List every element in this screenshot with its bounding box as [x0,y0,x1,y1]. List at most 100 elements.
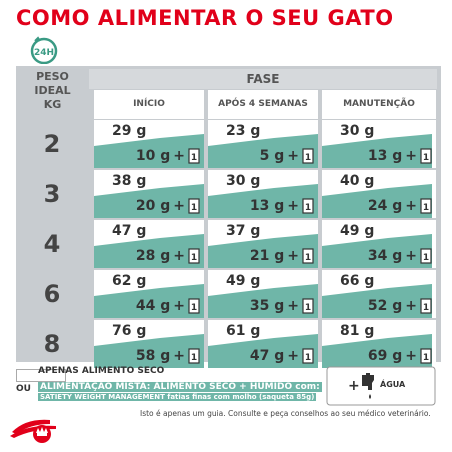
wet-amount: 44 g [135,298,171,314]
mixed-feeding-band [94,334,204,368]
wet-amount: 10 g [135,148,171,164]
weight-kg: 8 [43,330,61,358]
mixed-feeding-band [208,334,318,368]
wet-amount: 35 g [249,298,285,314]
legend-or: OU [16,384,31,394]
mixed-feeding-band [322,184,432,218]
pouch-count: 1 [423,153,429,163]
pouch-count: 1 [423,303,429,313]
column-header-manutencao: MANUTENÇÃO [322,90,436,119]
legend-dry-only: APENAS ALIMENTO SECO [38,366,165,376]
table-cell: 61 g 47 g +1 [208,320,318,368]
plus-sign: + [287,298,299,314]
wet-amount: 13 g [249,198,285,214]
peso-label: PESO [36,70,69,83]
royal-canin-logo [6,414,116,448]
column-header-apos-4-semanas: APÓS 4 SEMANAS [208,90,318,119]
wet-amount: 13 g [367,148,403,164]
dry-amount: 49 g [226,273,261,289]
table-cell: 30 g 13 g +1 [322,120,436,168]
table-cell: 29 g 10 g +1 [94,120,204,168]
phase-header: FASE [89,69,437,89]
mixed-feeding-band [94,184,204,218]
pouch-count: 1 [191,253,197,263]
table-cell: 30 g 13 g +1 [208,170,318,218]
page-title: COMO ALIMENTAR O SEU GATO [16,6,394,30]
dry-amount: 49 g [340,223,375,239]
weight-kg: 4 [43,230,61,258]
pouch-count: 1 [423,353,429,363]
plus-sign: + [173,348,185,364]
dry-amount: 40 g [340,173,375,189]
mixed-feeding-band [94,284,204,318]
dry-amount: 37 g [226,223,261,239]
pouch-icon: 1 [188,298,200,314]
kg-label: KG [43,98,62,111]
pouch-icon: 1 [302,348,314,364]
wet-amount: 34 g [367,248,403,264]
wet-amount: 58 g [135,348,171,364]
wet-amount: 28 g [135,248,171,264]
pouch-icon: 1 [420,298,432,314]
pouch-icon: 1 [188,248,200,264]
pouch-icon: 1 [188,348,200,364]
pouch-count: 1 [423,203,429,213]
pouch-icon: 1 [420,148,432,164]
dry-amount: 23 g [226,123,261,139]
pouch-icon: 1 [188,148,200,164]
pouch-count: 1 [305,303,311,313]
plus-sign: + [405,248,417,264]
plus-sign: + [405,348,417,364]
table-cell: 23 g 5 g +1 [208,120,318,168]
table-cell: 40 g 24 g +1 [322,170,436,218]
wet-amount: 69 g [367,348,403,364]
mixed-feeding-band [322,334,432,368]
dry-amount: 61 g [226,323,261,339]
weight-kg: 3 [43,180,61,208]
plus-sign: + [287,198,299,214]
pouch-count: 1 [423,253,429,263]
wet-amount: 24 g [367,198,403,214]
wet-amount-row: 58 g +1 [136,347,200,365]
plus-sign: + [405,198,417,214]
wet-amount: 47 g [249,348,285,364]
pouch-count: 1 [191,353,197,363]
dry-amount: 66 g [340,273,375,289]
clock-24h-icon: 24H [30,36,58,64]
dry-amount: 47 g [112,223,147,239]
table-cell: 62 g 44 g +1 [94,270,204,318]
water-tap-icon: + [326,366,436,406]
dry-amount: 38 g [112,173,147,189]
plus-sign: + [173,198,185,214]
badge-label: 24H [34,48,54,58]
pouch-icon: 1 [420,198,432,214]
ideal-label: IDEAL [34,84,71,97]
plus-sign: + [287,348,299,364]
table-cell: 49 g 35 g +1 [208,270,318,318]
disclaimer: Isto é apenas um guia. Consulte e peça c… [140,409,431,418]
wet-amount-row: 47 g +1 [250,347,314,365]
wet-amount: 20 g [135,198,171,214]
mixed-feeding-band [208,284,318,318]
pouch-count: 1 [191,303,197,313]
table-cell: 81 g 69 g +1 [322,320,436,368]
wet-amount: 52 g [367,298,403,314]
svg-text:+: + [348,378,360,394]
table-cell: 38 g 20 g +1 [94,170,204,218]
wet-amount-row: 69 g +1 [368,347,432,365]
pouch-icon: 1 [302,248,314,264]
column-header-inicio: INÍCIO [94,90,204,119]
wet-amount-row: 44 g +1 [136,297,200,315]
plus-sign: + [287,248,299,264]
legend-mixed-detail: SATIETY WEIGHT MANAGEMENT fatias finas c… [38,393,317,401]
weight-column-header: PESO IDEAL KG [21,70,84,118]
mixed-feeding-band [208,134,318,168]
mixed-feeding-band [208,234,318,268]
table-cell: 76 g 58 g +1 [94,320,204,368]
table-cell: 66 g 52 g +1 [322,270,436,318]
table-cell: 47 g 28 g +1 [94,220,204,268]
plus-sign: + [405,148,417,164]
wet-amount-row: 13 g +1 [368,147,432,165]
pouch-icon: 1 [302,148,314,164]
wet-amount-row: 35 g +1 [250,297,314,315]
